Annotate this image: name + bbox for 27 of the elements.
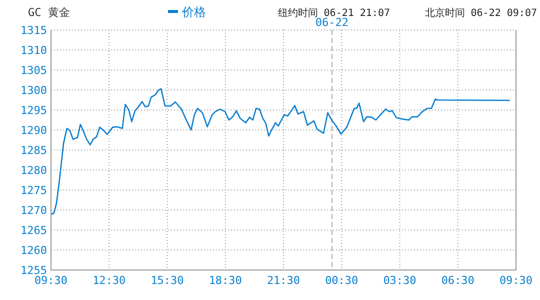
y-tick-label: 1265 — [20, 224, 47, 237]
x-tick-label: 12:30 — [92, 274, 126, 287]
y-tick-label: 1260 — [20, 244, 47, 257]
text: 北京时间 06-22 09:07 — [424, 7, 537, 19]
x-tick-label: 03:30 — [383, 274, 416, 287]
x-tick-label: 06:30 — [441, 274, 474, 287]
y-tick-label: 1255 — [20, 264, 47, 277]
y-tick-label: 1270 — [20, 204, 47, 217]
ref-line-label: 06-22 — [315, 16, 348, 29]
y-tick-label: 1310 — [20, 44, 47, 57]
y-tick-label: 1280 — [20, 164, 47, 177]
x-tick-label: 00:30 — [325, 274, 358, 287]
x-tick-label: 18:30 — [208, 274, 242, 287]
y-tick-label: 1300 — [20, 84, 47, 97]
y-tick-label: 1305 — [20, 64, 47, 77]
y-tick-label: 1295 — [20, 104, 47, 117]
x-tick-label: 15:30 — [150, 274, 184, 287]
chart-title: GC 黄金 — [28, 6, 70, 19]
x-tick-label: 09:30 — [34, 274, 68, 287]
y-tick-label: 1315 — [20, 24, 47, 37]
legend-label: 价格 — [181, 5, 206, 19]
y-tick-label: 1285 — [20, 144, 47, 157]
text: 纽约时间 06-21 21:07 — [278, 7, 390, 19]
y-tick-label: 1290 — [20, 124, 47, 137]
x-tick-label: 21:30 — [266, 274, 300, 287]
y-tick-label: 1275 — [20, 184, 47, 197]
x-tick-label: 09:30 — [499, 274, 533, 287]
